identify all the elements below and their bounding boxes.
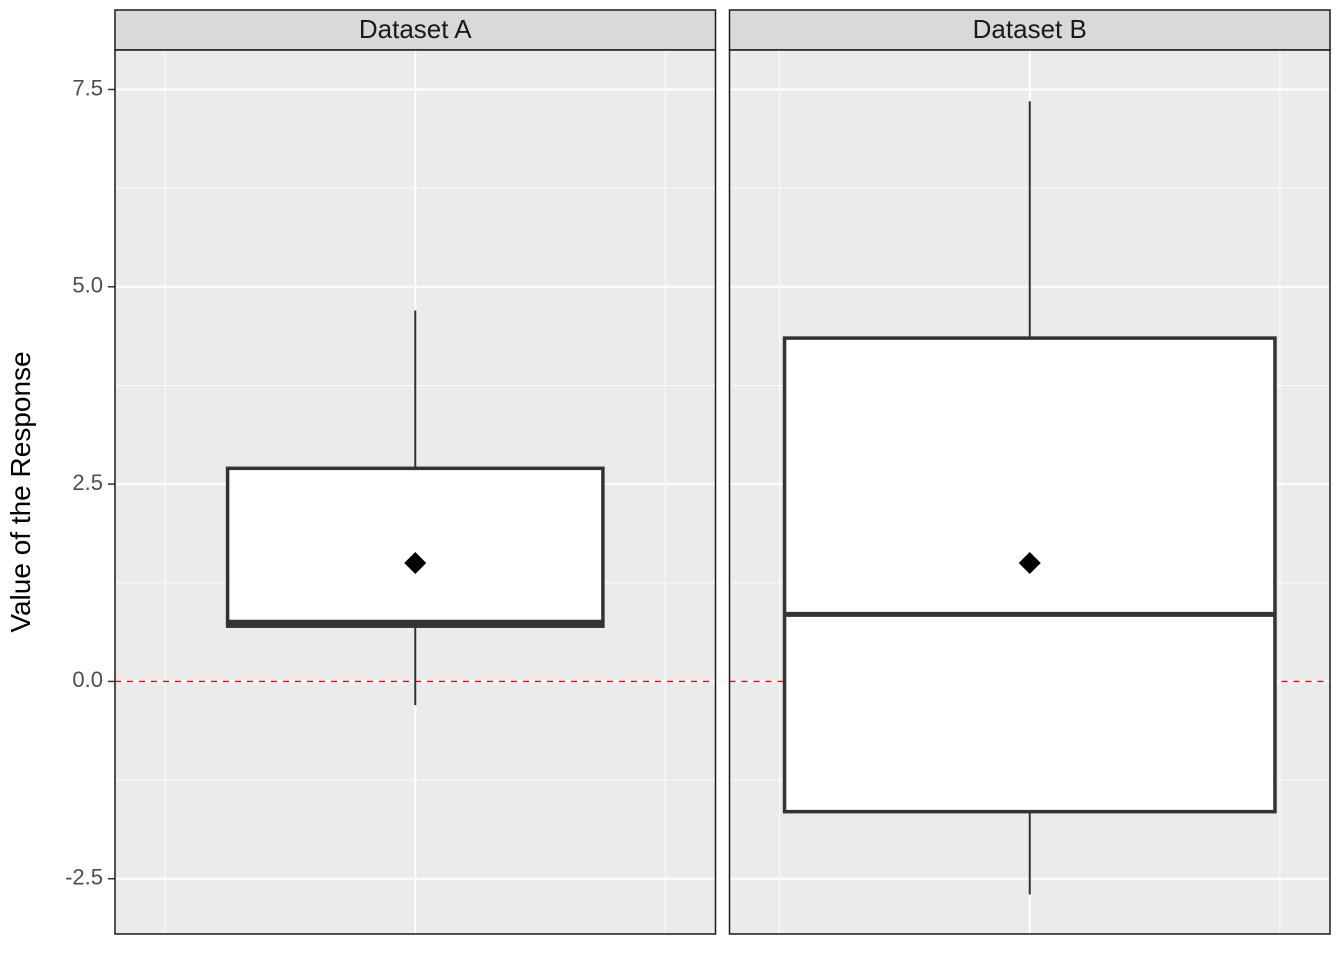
y-tick-label: 7.5 <box>72 75 103 100</box>
facet-strip-label: Dataset A <box>359 14 472 44</box>
boxplot-figure: Value of the Response -2.5 0.0 2.5 5.0 7.5 Dat… <box>0 0 1344 960</box>
boxplot-svg: Value of the Response -2.5 0.0 2.5 5.0 7.5 Dat… <box>0 0 1344 960</box>
y-tick-label: -2.5 <box>65 865 103 890</box>
y-axis-label: Value of the Response <box>5 351 36 632</box>
y-tick-label: 2.5 <box>72 470 103 495</box>
facet-strip-label: Dataset B <box>973 14 1087 44</box>
y-tick-label: 0.0 <box>72 667 103 692</box>
y-tick-label: 5.0 <box>72 273 103 298</box>
